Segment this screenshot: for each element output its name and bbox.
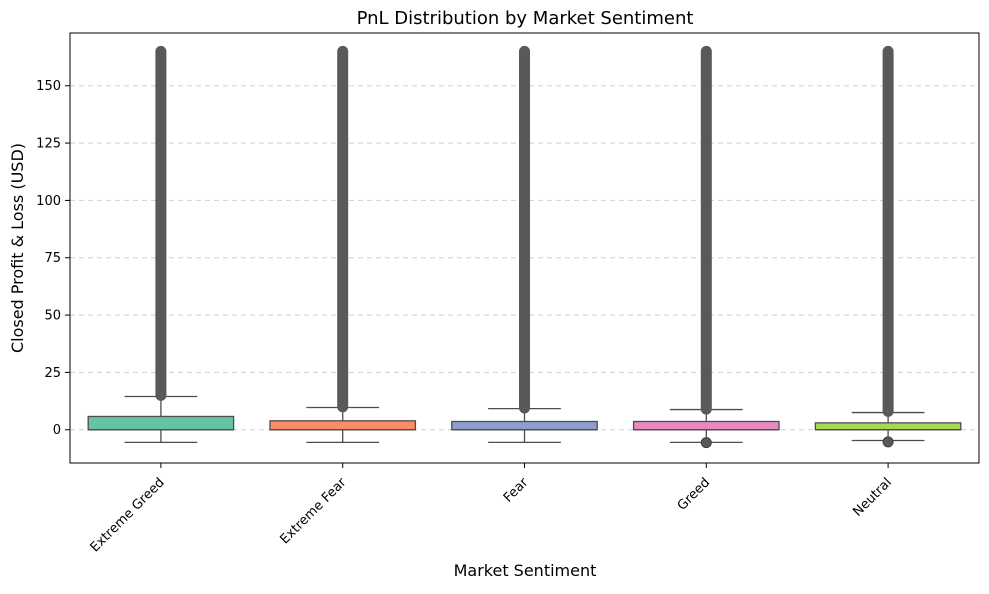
x-tick-label: Fear	[501, 475, 532, 506]
iqr-box	[814, 422, 962, 431]
x-tick-label: Neutral	[850, 475, 895, 520]
y-tick-label: 75	[44, 251, 61, 266]
y-tick-label: 50	[44, 309, 61, 324]
boxes	[87, 45, 962, 449]
box-neutral	[814, 45, 962, 448]
y-tick-label: 0	[53, 423, 61, 438]
axes: 0 25 50 75 100 125 150 Extreme Greed Extreme Fea…	[36, 32, 980, 555]
box-extreme-fear	[269, 45, 417, 444]
y-tick-label: 25	[44, 366, 61, 381]
iqr-box	[87, 415, 235, 431]
iqr-box	[632, 420, 780, 431]
y-axis-label: Closed Profit & Loss (USD)	[8, 143, 27, 353]
x-tick-label: Extreme Fear	[277, 475, 350, 548]
iqr-box	[269, 420, 417, 431]
box-extreme-greed	[87, 45, 235, 444]
iqr-box	[451, 420, 598, 431]
x-axis-label: Market Sentiment	[454, 561, 597, 580]
outlier-point-low	[700, 437, 712, 449]
chart-title: PnL Distribution by Market Sentiment	[357, 8, 694, 29]
y-tick-label: 100	[36, 194, 61, 209]
box-greed	[632, 45, 780, 449]
y-tick-label: 125	[36, 137, 61, 152]
box-fear	[451, 45, 598, 444]
x-tick-label: Extreme Greed	[88, 475, 168, 555]
x-tick-label: Greed	[675, 475, 713, 513]
y-tick-label: 150	[36, 79, 61, 94]
outlier-point-low	[882, 436, 894, 448]
plot-frame	[69, 32, 980, 464]
